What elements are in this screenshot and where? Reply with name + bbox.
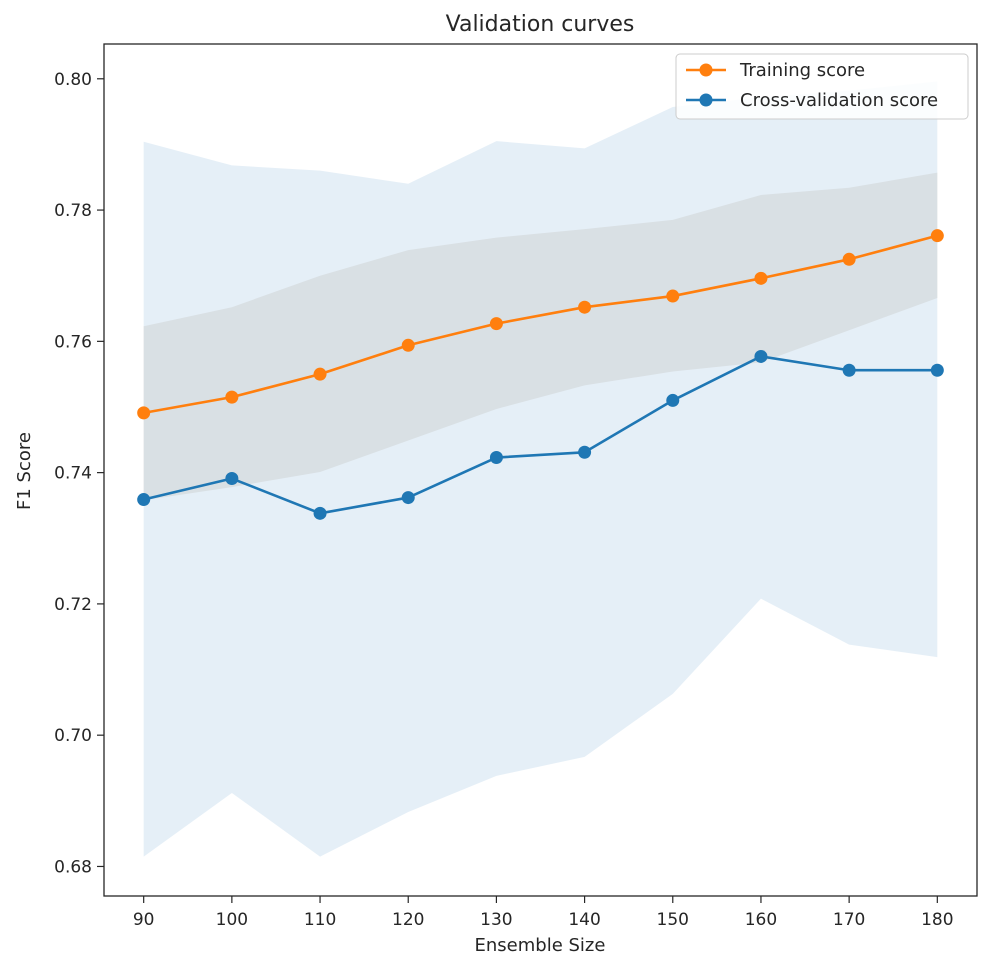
data-point-training xyxy=(225,390,239,404)
x-axis-label: Ensemble Size xyxy=(475,935,606,956)
x-tick-label: 160 xyxy=(745,910,777,930)
x-tick-label: 170 xyxy=(833,910,865,930)
data-point-training xyxy=(930,229,944,243)
y-tick-label: 0.76 xyxy=(54,332,92,352)
data-point-cross-validation xyxy=(930,363,944,377)
y-axis-label: F1 Score xyxy=(14,432,35,510)
data-point-cross-validation xyxy=(313,506,327,520)
chart-title: Validation curves xyxy=(446,12,635,37)
y-tick-label: 0.68 xyxy=(54,857,92,877)
data-point-cross-validation xyxy=(842,363,856,377)
series-line-cross-validation xyxy=(143,355,938,515)
x-tick-label: 90 xyxy=(133,910,155,930)
data-point-cross-validation xyxy=(401,491,415,505)
legend-marker-training xyxy=(699,63,713,77)
x-tick-label: 140 xyxy=(568,910,600,930)
confidence-band-cross-validation xyxy=(143,81,938,857)
plot-area xyxy=(103,43,978,897)
axes-frame xyxy=(103,43,978,897)
data-point-cross-validation xyxy=(578,445,592,459)
x-tick-label: 130 xyxy=(480,910,512,930)
x-tick-label: 180 xyxy=(921,910,953,930)
data-point-training xyxy=(313,367,327,381)
data-point-cross-validation xyxy=(489,451,503,465)
x-axis: 90 100 110 120 130 140 150 160 170 180 xyxy=(133,896,954,930)
y-tick-label: 0.74 xyxy=(54,464,92,484)
data-point-cross-validation xyxy=(666,393,680,407)
data-point-training xyxy=(666,289,680,303)
data-point-cross-validation xyxy=(137,493,151,507)
confidence-band-training xyxy=(143,172,938,501)
data-point-training xyxy=(489,317,503,331)
legend-box xyxy=(675,53,969,120)
x-tick-label: 110 xyxy=(304,910,336,930)
y-axis: 0.68 0.70 0.72 0.74 0.76 0.78 0.80 xyxy=(54,70,104,877)
y-tick-label: 0.72 xyxy=(54,595,92,615)
legend-label-cross-validation: Cross-validation score xyxy=(740,90,938,111)
x-tick-label: 150 xyxy=(657,910,689,930)
data-point-training xyxy=(401,338,415,352)
data-point-training xyxy=(754,271,768,285)
legend-marker-cross-validation xyxy=(699,93,713,107)
legend: Training score Cross-validation score xyxy=(675,53,969,120)
y-tick-label: 0.80 xyxy=(54,70,92,90)
data-point-cross-validation xyxy=(225,472,239,486)
x-tick-label: 100 xyxy=(216,910,248,930)
series-line-training xyxy=(143,234,938,415)
data-point-training xyxy=(578,300,592,314)
x-tick-label: 120 xyxy=(392,910,424,930)
data-point-training xyxy=(137,406,151,420)
y-tick-label: 0.70 xyxy=(54,726,92,746)
y-tick-label: 0.78 xyxy=(54,201,92,221)
data-point-cross-validation xyxy=(754,349,768,363)
data-point-training xyxy=(842,252,856,266)
legend-label-training: Training score xyxy=(739,60,865,81)
